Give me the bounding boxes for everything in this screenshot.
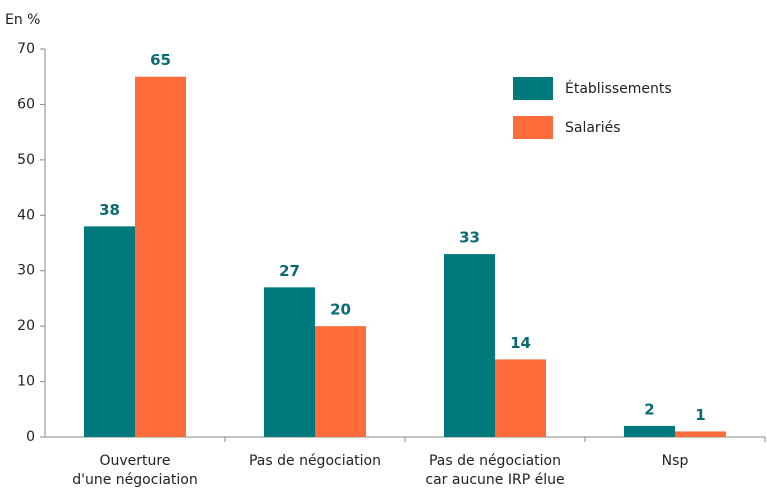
y-tick-label: 40 [17,207,35,223]
y-tick-label: 60 [17,96,35,112]
legend-label: Salariés [565,120,621,136]
y-tick-label: 50 [17,152,35,168]
legend-swatch [513,77,553,100]
value-label: 14 [510,334,531,352]
x-tick-label: Ouverture d'une négociation [72,453,197,488]
bar [444,254,495,437]
bar [84,226,135,437]
value-label: 1 [695,406,705,424]
value-label: 2 [644,400,654,418]
bar [264,287,315,437]
y-tick-label: 30 [17,263,35,279]
axis-label: En % [5,12,40,28]
y-tick-label: 20 [17,318,35,334]
value-label: 20 [330,301,351,319]
x-tick-label: Pas de négociation car aucune IRP élue [425,453,564,488]
legend-swatch [513,116,553,139]
legend-label: Établissements [565,80,672,97]
y-tick-label: 10 [17,374,35,390]
bar [315,326,366,437]
y-tick-label: 70 [17,41,35,57]
x-tick-label: Nsp [662,453,689,469]
value-label: 27 [279,262,300,280]
bar [135,76,186,437]
bar [675,431,726,437]
bar [624,425,675,437]
value-label: 65 [150,51,171,69]
value-label: 38 [99,201,120,219]
x-tick-label: Pas de négociation [249,453,381,469]
y-tick-label: 0 [26,429,35,445]
bar [495,359,546,437]
value-label: 33 [459,229,480,247]
